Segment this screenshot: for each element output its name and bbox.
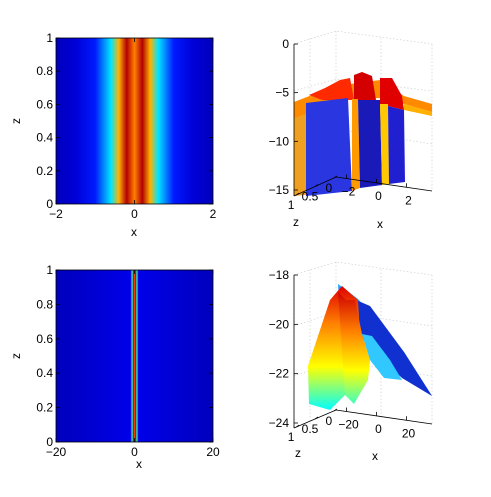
y-tick-label: 1 <box>288 198 295 212</box>
heatmap-top-left-xlabel: x <box>131 225 137 239</box>
y-tick-label: 0.4 <box>36 131 53 145</box>
surface-top-right-xaxis <box>335 176 433 192</box>
x-tick-label: 20 <box>206 445 220 459</box>
y-tick-label: 0.8 <box>36 64 53 78</box>
surface-top-right-yticks: 10.50 <box>288 175 338 212</box>
surface-top-right-front-wall-4 <box>380 104 389 185</box>
y-tick-label: 0.2 <box>36 164 53 178</box>
x-tick-label: −2 <box>342 185 356 199</box>
z-tick-label: −22 <box>269 367 290 381</box>
heatmap-bottom-left-xticks: −20 0 20 <box>46 270 220 459</box>
y-tick-label: 0.6 <box>36 332 53 346</box>
surface-bottom-right: −24−22−20−18 −20 0 20 10.50 x z <box>269 261 433 463</box>
y-tick-mark <box>314 416 319 420</box>
surface-top-right-zticks: −15 −10 −5 0 <box>269 37 298 197</box>
x-tick-label: −20 <box>46 445 67 459</box>
y-tick-label: 0.5 <box>302 422 319 436</box>
y-tick-label: 0 <box>326 414 333 428</box>
x-tick-label: 20 <box>402 426 416 440</box>
x-tick-label: 0 <box>131 207 138 221</box>
surface-top-right-front-wall-2 <box>352 99 360 191</box>
heatmap-top-left-yticks: 0 0.2 0.4 0.6 0.8 1 <box>36 31 213 211</box>
heatmap-top-left-xticks: −2 0 2 <box>49 38 217 221</box>
z-tick-label: −24 <box>269 416 290 430</box>
z-tick-label: −10 <box>269 134 290 148</box>
surface-top-right-mesh <box>294 72 432 196</box>
heatmap-bottom-left-ylabel: z <box>9 353 23 359</box>
heatmap-bottom-left-field <box>56 270 213 442</box>
surface-top-right-ylabel: z <box>293 215 299 229</box>
x-tick-label: 0 <box>131 445 138 459</box>
surface-bottom-right-xlabel: x <box>372 449 378 463</box>
y-tick-mark <box>295 192 300 196</box>
y-tick-label: 0.4 <box>36 366 53 380</box>
y-tick-label: 1 <box>288 430 295 444</box>
y-tick-mark <box>314 184 319 187</box>
surface-bottom-right-xticks: −20 0 20 <box>338 407 416 440</box>
surface-top-right-right-tail <box>404 104 432 116</box>
surface-top-right-xlabel: x <box>377 217 383 231</box>
surface-top-right-ridge-3 <box>380 78 404 110</box>
y-tick-label: 0.2 <box>36 401 53 415</box>
heatmap-bottom-left-xlabel: x <box>136 457 142 471</box>
surface-bottom-right-right-slope <box>356 300 432 396</box>
z-tick-label: −15 <box>269 183 290 197</box>
y-tick-label: 0.6 <box>36 97 53 111</box>
heatmap-top-left: 00.20.40.60.81 −2 0 2 x z <box>9 31 217 239</box>
x-tick-label: −20 <box>338 418 359 432</box>
surface-bottom-right-yticks: 10.50 <box>288 408 338 444</box>
surface-top-right-front-wall-5 <box>388 106 405 184</box>
x-tick-label: 0 <box>375 189 382 203</box>
y-tick-label: 0.5 <box>302 190 319 204</box>
heatmap-top-left-ylabel: z <box>9 118 23 124</box>
y-tick-label: 0 <box>326 181 333 195</box>
y-tick-label: 1 <box>46 263 53 277</box>
heatmap-top-left-field <box>56 38 213 204</box>
surface-bottom-right-xaxis <box>335 409 433 425</box>
surface-top-right: −15−10−50 −2 0 2 10.50 x z <box>269 30 433 231</box>
y-tick-mark <box>295 424 300 428</box>
y-tick-mark <box>333 175 338 179</box>
surface-top-right-front-wall-1 <box>306 98 352 196</box>
y-tick-mark <box>333 408 338 412</box>
surface-bottom-right-zticks: −24 −22 −20 −18 <box>269 268 298 430</box>
surface-top-right-ridge-2 <box>354 72 376 100</box>
x-tick-label: −2 <box>49 207 63 221</box>
y-tick-label: 0.8 <box>36 297 53 311</box>
x-tick-label: 0 <box>375 422 382 436</box>
z-tick-label: −5 <box>275 86 289 100</box>
y-tick-label: 1 <box>46 31 53 45</box>
surface-top-right-xticks: −2 0 2 <box>342 174 412 207</box>
surface-bottom-right-right-front <box>362 334 402 380</box>
x-tick-label: 2 <box>210 207 217 221</box>
surface-bottom-right-front-slope <box>338 292 370 404</box>
heatmap-bottom-left: 00.20.40.60.81 −20 0 20 x z <box>9 263 220 471</box>
z-tick-label: −18 <box>269 268 290 282</box>
z-tick-label: 0 <box>282 37 289 51</box>
y-tick-label: 0 <box>46 197 53 211</box>
x-tick-label: 2 <box>405 193 412 207</box>
surface-top-right-ridge-1 <box>309 78 354 100</box>
z-tick-label: −20 <box>269 317 290 331</box>
surface-bottom-right-ylabel: z <box>295 446 301 460</box>
y-tick-label: 0 <box>46 435 53 449</box>
heatmap-bottom-left-yticks: 0 0.2 0.4 0.6 0.8 1 <box>36 263 213 449</box>
surface-top-right-front-wall-3 <box>358 100 382 188</box>
surface-bottom-right-mesh <box>308 284 432 410</box>
